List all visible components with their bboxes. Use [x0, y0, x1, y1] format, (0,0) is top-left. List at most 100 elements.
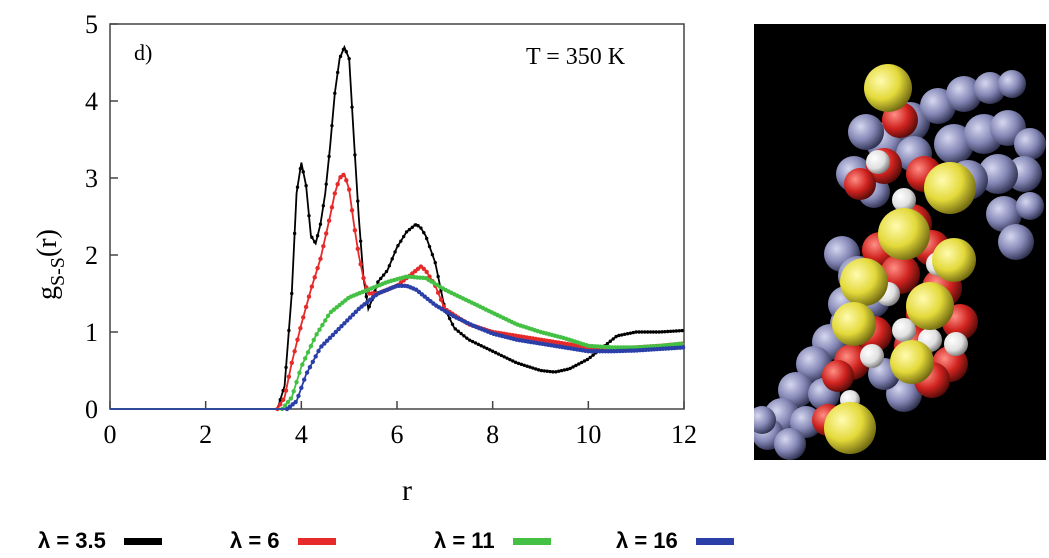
series-point-3-5 [427, 244, 432, 249]
series-point-11 [325, 313, 331, 319]
series-point-6 [286, 374, 292, 379]
series-point-6 [329, 205, 335, 210]
series-point-3-5 [450, 322, 455, 326]
series-point-3-5 [304, 184, 308, 188]
sulfur-atom [864, 64, 912, 112]
series-point-11 [314, 332, 319, 337]
series-point-3-5 [353, 153, 357, 157]
series-point-3-5 [459, 331, 463, 336]
series-point-3-5 [321, 204, 326, 208]
series-point-11 [302, 356, 308, 361]
series-point-3-5 [341, 47, 346, 52]
series-point-3-5 [447, 316, 452, 321]
series-point-3-5 [680, 328, 684, 333]
legend-swatch-16 [695, 537, 734, 545]
series-point-3-5 [485, 346, 489, 351]
series-point-3-5 [327, 154, 331, 159]
series-point-6 [332, 191, 338, 196]
series-point-3-5 [393, 250, 397, 254]
series-point-11 [678, 341, 684, 347]
series-point-3-5 [588, 355, 592, 360]
series-point-16 [302, 377, 307, 382]
series-point-6 [341, 172, 346, 178]
series-point-11 [291, 389, 296, 394]
carbon-atom [848, 114, 884, 150]
series-point-3-5 [502, 355, 506, 359]
series-point-11 [300, 362, 305, 367]
series-point-3-5 [677, 329, 681, 333]
series-point-3-5 [456, 329, 460, 333]
series-point-3-5 [381, 273, 386, 277]
hydrogen-atom [944, 332, 968, 356]
series-point-3-5 [505, 356, 509, 360]
series-point-3-5 [571, 365, 575, 369]
legend-item-16: λ = 16 [616, 528, 734, 554]
series-point-3-5 [556, 369, 561, 373]
series-point-3-5 [528, 365, 532, 369]
series-point-16 [296, 393, 301, 399]
series-point-16 [353, 309, 359, 314]
series-point-3-5 [548, 369, 552, 374]
series-point-3-5 [404, 230, 409, 234]
series-point-3-5 [508, 357, 512, 362]
series-point-3-5 [473, 341, 478, 345]
series-point-16 [307, 364, 313, 370]
y-tick-label: 4 [85, 87, 98, 116]
molecule-atoms [754, 64, 1046, 460]
series-point-3-5 [407, 227, 412, 232]
carbon-atom [998, 70, 1026, 98]
sulfur-atom [906, 282, 954, 330]
legend: λ = 3.5 λ = 6 λ = 11 λ = 16 [38, 528, 798, 558]
series-point-11 [282, 403, 288, 408]
series-point-3-5 [568, 366, 572, 371]
series-point-3-5 [344, 50, 348, 54]
series-point-6 [283, 388, 289, 393]
series-point-3-5 [666, 329, 670, 334]
series-point-6 [303, 304, 309, 310]
sulfur-atom [878, 208, 930, 260]
ylabel-arg: (r) [32, 229, 63, 257]
series-point-3-5 [531, 366, 535, 370]
series-point-3-5 [430, 252, 435, 257]
series-point-3-5 [490, 349, 495, 353]
series-point-11 [308, 343, 314, 349]
carbon-atom [1016, 192, 1044, 220]
legend-item-6: λ = 6 [230, 528, 336, 554]
series-point-3-5 [554, 370, 558, 374]
sulfur-atom [890, 340, 934, 384]
temperature-annotation: T = 350 K [526, 44, 626, 70]
series-point-6 [421, 266, 426, 272]
carbon-atom [998, 224, 1034, 260]
series-point-3-5 [620, 333, 624, 337]
series-point-3-5 [648, 330, 653, 334]
carbon-atom [1014, 128, 1046, 160]
series-point-16 [327, 335, 333, 340]
series-point-6 [309, 284, 315, 289]
series-point-3-5 [559, 368, 564, 373]
series-point-3-5 [562, 368, 567, 372]
series-point-6 [346, 187, 352, 192]
series-point-16 [299, 385, 304, 391]
series-point-11 [305, 350, 311, 355]
series-point-3-5 [605, 341, 610, 346]
series-point-3-5 [387, 264, 392, 268]
legend-label-6: λ = 6 [230, 528, 280, 553]
series-point-3-5 [657, 330, 661, 334]
series-point-3-5 [356, 199, 360, 203]
series-point-3-5 [333, 91, 337, 96]
series-point-11 [320, 322, 325, 328]
carbon-atom [754, 406, 776, 434]
series-point-3-5 [542, 369, 547, 373]
series-point-3-5 [399, 239, 403, 243]
series-point-3-5 [525, 364, 529, 368]
sulfur-atom [924, 162, 976, 214]
series-point-6 [352, 228, 358, 233]
series-point-3-5 [292, 231, 297, 236]
series-point-3-5 [643, 330, 647, 334]
series-point-3-5 [410, 225, 415, 229]
series-point-3-5 [545, 369, 549, 373]
hydrogen-atom [860, 344, 884, 368]
series-point-3-5 [315, 234, 320, 238]
series-point-3-5 [617, 333, 621, 338]
series-point-11 [285, 399, 291, 405]
